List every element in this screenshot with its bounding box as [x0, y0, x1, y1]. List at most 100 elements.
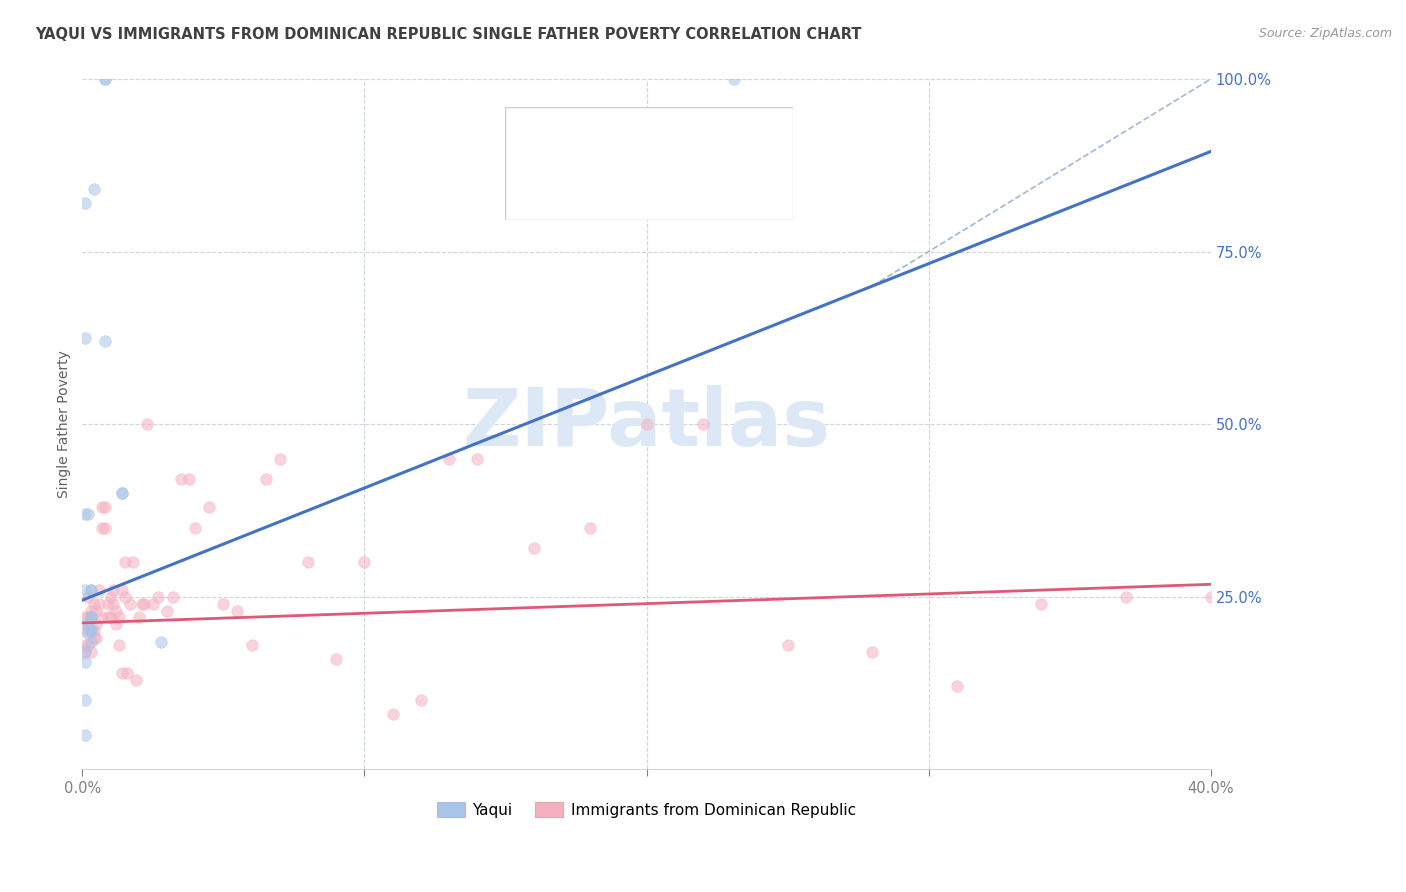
Point	[136, 417, 159, 431]
Point	[269, 451, 291, 466]
Point	[89, 582, 111, 597]
Point	[860, 645, 883, 659]
Text: YAQUI VS IMMIGRANTS FROM DOMINICAN REPUBLIC SINGLE FATHER POVERTY CORRELATION CH: YAQUI VS IMMIGRANTS FROM DOMINICAN REPUB…	[35, 27, 862, 42]
Text: Source: ZipAtlas.com: Source: ZipAtlas.com	[1258, 27, 1392, 40]
Point	[579, 521, 602, 535]
Y-axis label: Single Father Poverty: Single Father Poverty	[58, 351, 72, 498]
Point	[240, 638, 263, 652]
Point	[776, 638, 799, 652]
Point	[80, 621, 103, 635]
Point	[86, 603, 108, 617]
Point	[75, 728, 97, 742]
Point	[83, 624, 105, 639]
Point	[86, 631, 108, 645]
Point	[94, 500, 117, 514]
Point	[77, 621, 100, 635]
Point	[77, 638, 100, 652]
Point	[108, 638, 131, 652]
Point	[125, 673, 148, 687]
Point	[1199, 590, 1222, 604]
Point	[122, 555, 145, 569]
Point	[117, 665, 139, 680]
Point	[465, 451, 488, 466]
Point	[91, 500, 114, 514]
Point	[75, 196, 97, 211]
Point	[111, 486, 134, 500]
Point	[75, 610, 97, 624]
Point	[75, 638, 97, 652]
Point	[111, 665, 134, 680]
Point	[94, 72, 117, 87]
Point	[77, 610, 100, 624]
Point	[86, 617, 108, 632]
Point	[111, 486, 134, 500]
Point	[105, 617, 128, 632]
Point	[409, 693, 432, 707]
Point	[212, 597, 235, 611]
Point	[83, 182, 105, 196]
Point	[77, 617, 100, 632]
Point	[75, 645, 97, 659]
Point	[170, 472, 193, 486]
Point	[150, 634, 173, 648]
Point	[103, 582, 125, 597]
Point	[353, 555, 375, 569]
Point	[75, 693, 97, 707]
Point	[131, 597, 153, 611]
Point	[75, 655, 97, 669]
Point	[142, 597, 165, 611]
Point	[120, 597, 142, 611]
Point	[162, 590, 184, 604]
Point	[97, 597, 120, 611]
Point	[128, 610, 150, 624]
Point	[148, 590, 170, 604]
Point	[100, 590, 122, 604]
Point	[946, 680, 969, 694]
Point	[198, 500, 221, 514]
Point	[297, 555, 319, 569]
Point	[97, 610, 120, 624]
Point	[108, 610, 131, 624]
Point	[114, 590, 136, 604]
Point	[75, 624, 97, 639]
Point	[80, 634, 103, 648]
Point	[75, 331, 97, 345]
Point	[381, 707, 404, 722]
Point	[75, 643, 97, 657]
Point	[184, 521, 207, 535]
Point	[91, 610, 114, 624]
Point	[80, 610, 103, 624]
Point	[89, 597, 111, 611]
Text: ZIPatlas: ZIPatlas	[463, 385, 831, 463]
Point	[80, 624, 103, 639]
Point	[692, 417, 714, 431]
Point	[254, 472, 277, 486]
Point	[75, 507, 97, 521]
Point	[80, 603, 103, 617]
Legend: Yaqui, Immigrants from Dominican Republic: Yaqui, Immigrants from Dominican Republi…	[432, 796, 862, 824]
Point	[94, 72, 117, 87]
Point	[437, 451, 460, 466]
Point	[94, 521, 117, 535]
Point	[156, 603, 179, 617]
Point	[80, 624, 103, 639]
Point	[179, 472, 201, 486]
Point	[80, 645, 103, 659]
Point	[1115, 590, 1137, 604]
Point	[111, 582, 134, 597]
Point	[103, 597, 125, 611]
Point	[80, 610, 103, 624]
Point	[523, 541, 546, 556]
Point	[226, 603, 249, 617]
Point	[100, 610, 122, 624]
Point	[114, 555, 136, 569]
Point	[80, 582, 103, 597]
Point	[325, 652, 347, 666]
Point	[77, 625, 100, 640]
Point	[1031, 597, 1053, 611]
Point	[77, 507, 100, 521]
Point	[80, 610, 103, 624]
Point	[94, 334, 117, 349]
Point	[75, 582, 97, 597]
Point	[83, 597, 105, 611]
